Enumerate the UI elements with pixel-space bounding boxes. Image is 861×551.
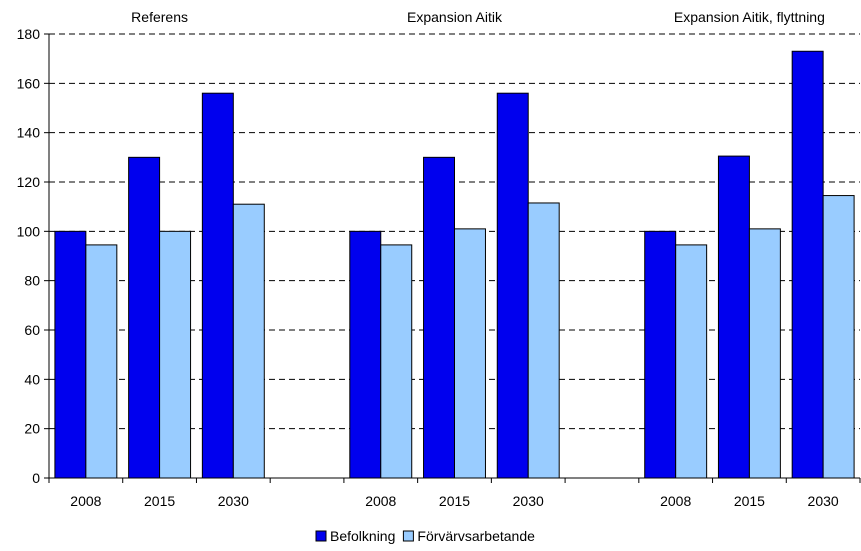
bar-förvärvsarbetande [159,230,192,479]
group-title: Referens [131,9,188,25]
bar-befolkning [349,230,382,479]
bar-befolkning [128,156,161,479]
bar-förvärvsarbetande [748,228,781,479]
bar-befolkning [496,92,529,479]
y-tick-label: 100 [17,223,41,239]
bar-befolkning [54,230,87,479]
y-tick-label: 0 [32,470,40,486]
labels: 0 20 40 60 80 100 120 140 160 180 2008 2015 2030 2008… [17,9,839,509]
y-tick-label: 20 [24,421,40,437]
legend: Befolkning Förvärvsarbetande [315,528,535,544]
x-tick-label: 2015 [439,493,470,509]
x-tick-label: 2015 [734,493,765,509]
bar-förvärvsarbetande [454,228,486,479]
bar-förvärvsarbetande [822,195,855,479]
bar-befolkning [201,92,234,479]
bar-befolkning [791,50,824,479]
legend-label: Befolkning [330,528,395,544]
x-tick-label: 2008 [70,493,101,509]
bar-förvärvsarbetande [527,202,560,479]
bar-förvärvsarbetande [85,244,118,479]
bar-befolkning [423,156,455,479]
x-tick-label: 2030 [513,493,544,509]
y-tick-label: 60 [24,322,40,338]
bar-befolkning [717,155,750,479]
group-title: Expansion Aitik, flyttning [674,9,825,25]
axes [44,33,861,483]
y-tick-label: 40 [24,371,40,387]
x-tick-label: 2008 [365,493,396,509]
x-tick-label: 2030 [218,493,249,509]
y-tick-label: 180 [17,26,41,42]
y-tick-label: 120 [17,174,41,190]
legend-label: Förvärvsarbetande [417,528,535,544]
bar-förvärvsarbetande [232,203,265,479]
x-tick-label: 2030 [808,493,839,509]
bars [54,50,855,479]
y-tick-label: 80 [24,273,40,289]
y-tick-label: 140 [17,125,41,141]
bar-befolkning [644,230,677,479]
group-title: Expansion Aitik [407,9,503,25]
legend-swatch-förvärvsarbetande [402,530,414,542]
legend-swatch-befolkning [315,530,327,542]
y-tick-label: 160 [17,75,41,91]
bar-förvärvsarbetande [675,244,708,479]
bar-förvärvsarbetande [380,244,413,479]
x-tick-label: 2008 [660,493,691,509]
x-tick-label: 2015 [144,493,175,509]
